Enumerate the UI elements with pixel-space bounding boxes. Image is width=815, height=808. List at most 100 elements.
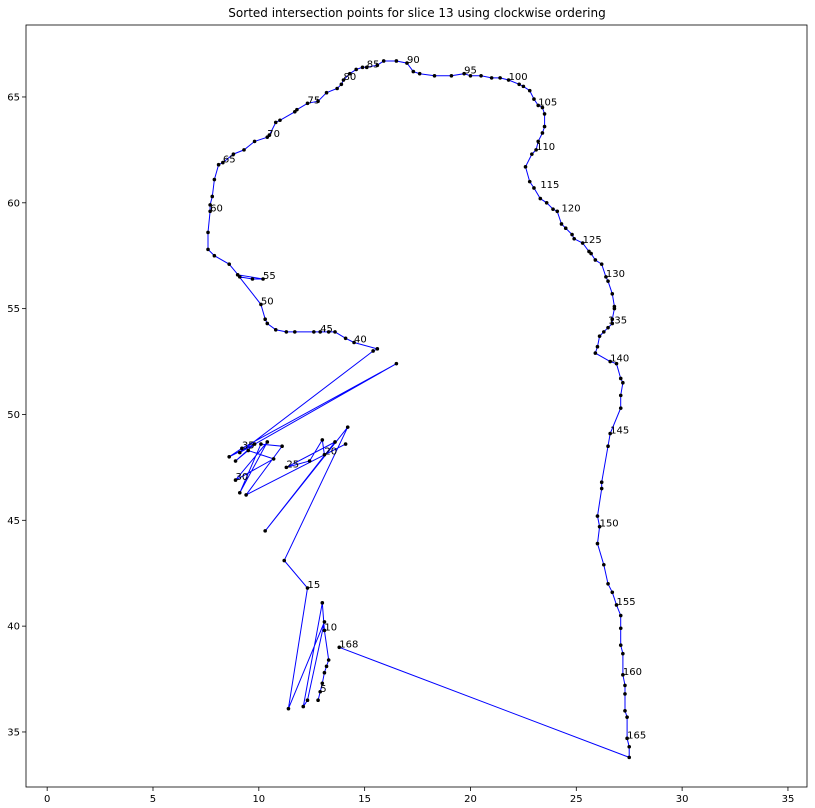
data-point-92 <box>468 74 473 78</box>
point-label-5: 5 <box>320 684 326 695</box>
data-point-120 <box>580 241 585 245</box>
point-label-110: 110 <box>536 142 555 153</box>
data-point-130 <box>610 317 615 322</box>
point-label-15: 15 <box>307 580 320 591</box>
plot-frame <box>25 24 808 788</box>
point-label-165: 165 <box>627 730 646 741</box>
x-tick-label-35: 35 <box>782 794 795 805</box>
x-tick-label-15: 15 <box>358 794 371 805</box>
point-label-135: 135 <box>608 315 627 326</box>
data-point-5 <box>326 658 331 662</box>
data-point-111 <box>532 186 536 190</box>
data-point-134 <box>597 334 602 338</box>
data-point-11 <box>286 706 291 711</box>
data-point-38 <box>352 340 356 345</box>
data-point-22 <box>244 493 248 497</box>
data-point-87 <box>411 69 416 74</box>
data-point-21 <box>343 442 348 446</box>
data-point-18 <box>307 459 312 463</box>
data-point-17 <box>284 465 289 470</box>
data-point-16 <box>333 440 337 444</box>
data-point-44 <box>292 330 297 334</box>
data-point-13 <box>282 558 287 563</box>
point-label-90: 90 <box>407 55 420 66</box>
x-tick-label-30: 30 <box>676 794 689 805</box>
data-point-97 <box>517 82 521 87</box>
point-label-60: 60 <box>210 203 223 214</box>
y-tick-label-40: 40 <box>7 622 20 633</box>
point-label-55: 55 <box>263 271 276 282</box>
data-point-8 <box>301 704 306 709</box>
point-label-150: 150 <box>600 519 619 530</box>
data-point-89 <box>432 74 437 78</box>
data-point-55 <box>212 253 217 258</box>
data-point-96 <box>506 78 511 82</box>
data-point-57 <box>206 230 210 235</box>
y-tick-label-50: 50 <box>7 410 20 421</box>
y-tick-label-60: 60 <box>7 198 20 209</box>
data-point-19 <box>320 438 325 442</box>
data-point-80 <box>354 67 358 72</box>
data-point-88 <box>417 71 422 76</box>
data-point-58 <box>208 209 212 214</box>
x-tick-label-25: 25 <box>570 794 583 805</box>
data-point-114 <box>551 207 555 211</box>
data-point-125 <box>604 275 608 279</box>
data-point-26 <box>265 440 270 444</box>
data-point-112 <box>538 196 543 201</box>
point-label-145: 145 <box>610 426 629 437</box>
data-point-20 <box>322 452 327 457</box>
data-point-69 <box>273 120 278 125</box>
axes-ticks: 0 5 10 15 20 25 30 35 35 40 45 50 55 60 65 <box>7 92 794 805</box>
data-point-118 <box>570 232 574 237</box>
data-point-102 <box>540 105 545 110</box>
series-line <box>207 60 630 759</box>
point-label-95: 95 <box>464 66 477 77</box>
data-point-1 <box>318 689 322 694</box>
data-point-37 <box>375 347 380 351</box>
point-label-50: 50 <box>261 296 274 307</box>
data-point-51 <box>261 277 265 281</box>
data-point-94 <box>489 76 494 80</box>
data-point-146 <box>599 486 604 491</box>
data-point-53 <box>237 275 242 279</box>
data-point-103 <box>542 112 547 116</box>
data-point-137 <box>608 359 612 364</box>
point-label-20: 20 <box>324 447 337 458</box>
data-point-124 <box>599 262 604 266</box>
data-point-161 <box>623 709 627 713</box>
point-label-70: 70 <box>267 129 280 140</box>
data-point-29 <box>246 448 251 453</box>
data-point-66 <box>252 139 257 144</box>
data-point-100 <box>532 97 536 101</box>
data-point-63 <box>221 160 225 165</box>
data-point-27 <box>233 478 238 482</box>
data-point-127 <box>610 292 615 296</box>
data-point-163 <box>625 736 629 741</box>
data-point-154 <box>618 613 623 618</box>
y-tick-label-45: 45 <box>7 516 20 527</box>
data-point-32 <box>227 455 231 459</box>
data-point-4 <box>324 664 329 669</box>
data-point-49 <box>259 302 263 307</box>
data-point-108 <box>530 152 534 156</box>
data-point-74 <box>316 99 320 103</box>
data-point-155 <box>618 626 623 631</box>
point-label-125: 125 <box>583 235 602 246</box>
data-point-45 <box>284 330 289 334</box>
point-label-105: 105 <box>538 97 557 108</box>
point-label-100: 100 <box>509 72 528 83</box>
point-label-140: 140 <box>610 354 629 365</box>
data-point-105 <box>540 131 545 135</box>
point-label-155: 155 <box>617 597 636 608</box>
data-point-85 <box>394 59 399 63</box>
point-label-168: 168 <box>339 639 358 650</box>
point-label-130: 130 <box>606 269 625 280</box>
data-point-158 <box>621 673 625 677</box>
data-point-116 <box>559 222 564 226</box>
data-point-6 <box>322 628 327 633</box>
x-tick-label-10: 10 <box>252 794 265 805</box>
data-point-153 <box>614 603 619 607</box>
point-label-25: 25 <box>286 459 299 470</box>
